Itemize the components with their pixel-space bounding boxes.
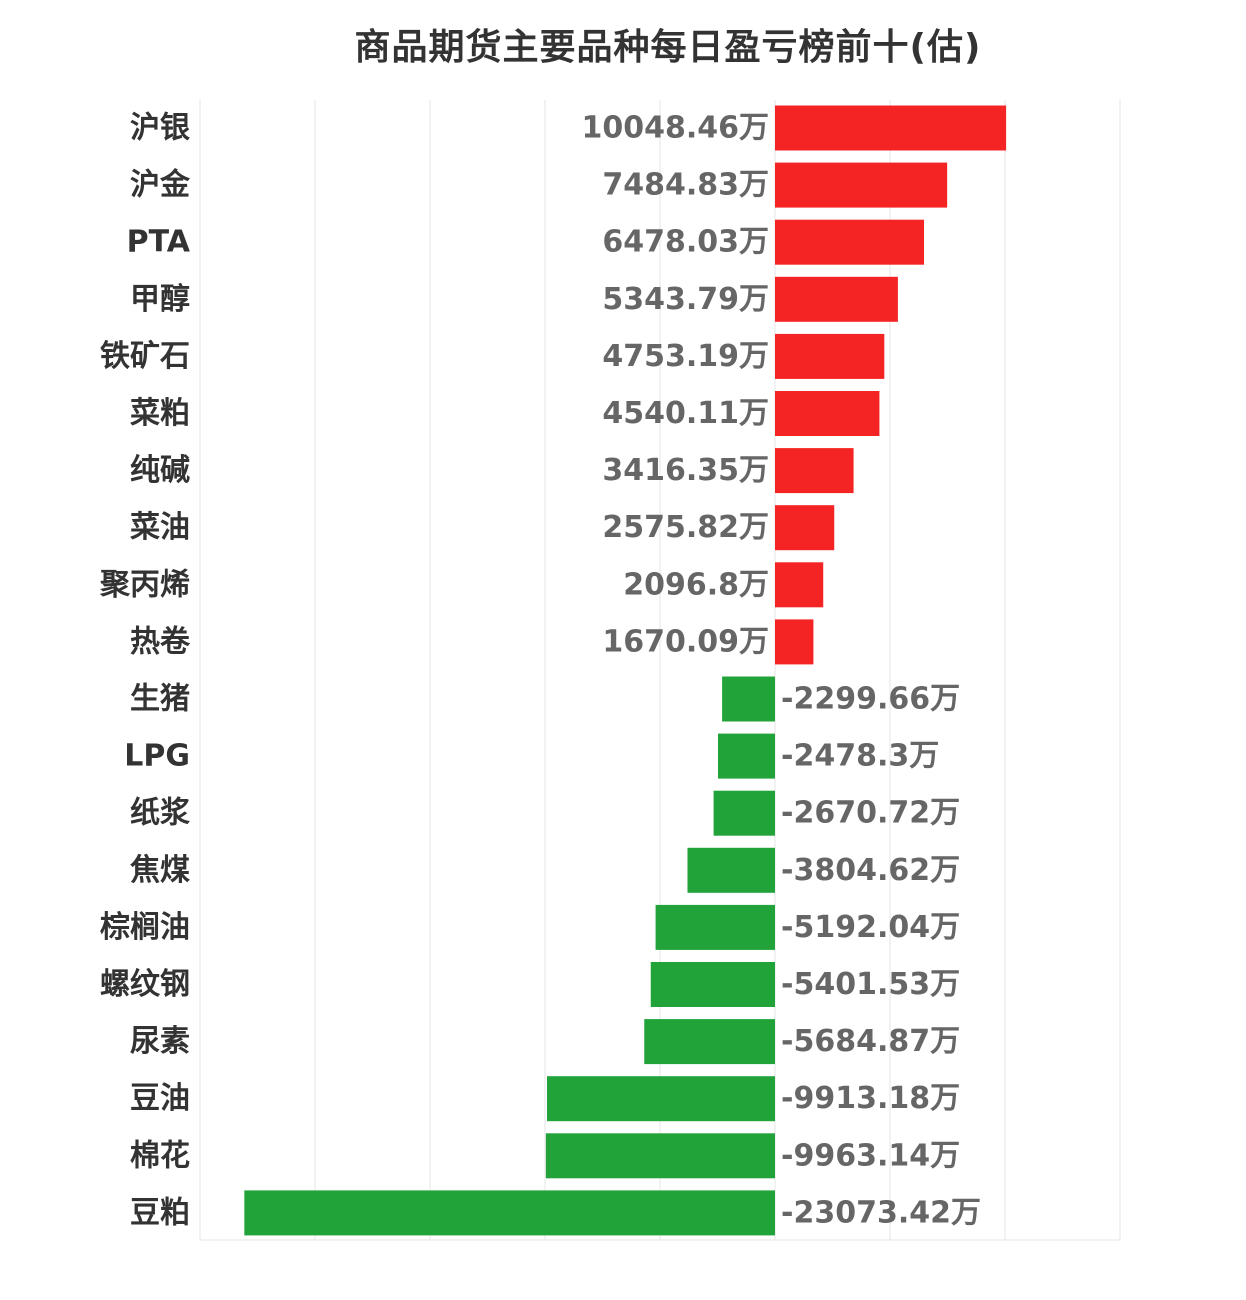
- value-label: -2670.72万: [781, 796, 960, 831]
- category-label: 纯碱: [130, 453, 190, 488]
- category-label: 焦煤: [130, 853, 190, 888]
- value-label: 6478.03万: [602, 225, 769, 260]
- bar-loss: [546, 1076, 775, 1122]
- bar-loss: [717, 733, 775, 779]
- category-label: 豆油: [130, 1081, 190, 1116]
- bar-profit: [775, 562, 824, 608]
- value-label: 7484.83万: [602, 168, 769, 203]
- value-label: -2299.66万: [781, 682, 960, 717]
- category-label: 棕榈油: [100, 910, 190, 945]
- value-label: 4540.11万: [602, 396, 769, 431]
- category-label: 生猪: [130, 682, 190, 717]
- category-label: LPG: [124, 739, 190, 774]
- bar-profit: [775, 619, 814, 665]
- value-label: 2575.82万: [602, 510, 769, 545]
- category-label: 热卷: [130, 624, 191, 659]
- value-label: -5192.04万: [781, 910, 960, 945]
- value-labels: 10048.46万 7484.83万 6478.03万 5343.79万 4753.19…: [581, 111, 980, 1231]
- value-label: 1670.09万: [602, 624, 769, 659]
- category-label: PTA: [127, 225, 191, 260]
- bar-profit: [775, 276, 898, 322]
- value-label: 5343.79万: [602, 282, 769, 317]
- bar-loss: [650, 962, 775, 1007]
- category-label: 沪金: [130, 168, 191, 203]
- bar-loss: [545, 1133, 775, 1179]
- category-label: 沪银: [130, 111, 190, 146]
- value-label: 3416.35万: [602, 453, 769, 488]
- category-label: 菜油: [130, 510, 190, 545]
- bar-profit: [775, 105, 1007, 151]
- grid-lines: [199, 100, 1121, 1241]
- bar-loss: [713, 790, 775, 836]
- category-label: 甲醇: [130, 282, 190, 317]
- bar-profit: [775, 505, 835, 551]
- value-label: 4753.19万: [602, 339, 769, 374]
- bar-profit: [775, 391, 880, 436]
- value-label: 10048.46万: [581, 111, 769, 146]
- value-label: -3804.62万: [781, 853, 960, 888]
- category-label: 铁矿石: [100, 339, 190, 374]
- bars: [244, 105, 1007, 1236]
- category-label: 螺纹钢: [100, 967, 190, 1002]
- value-label: -5684.87万: [781, 1024, 960, 1059]
- bar-loss: [722, 676, 775, 722]
- value-label: -9963.14万: [781, 1138, 960, 1173]
- bar-loss: [244, 1190, 775, 1236]
- category-label: 菜粕: [130, 396, 190, 431]
- value-label: -23073.42万: [781, 1195, 981, 1230]
- value-label: 2096.8万: [623, 567, 769, 602]
- bar-profit: [775, 448, 854, 494]
- bar-profit: [775, 333, 885, 379]
- category-label: 棉花: [130, 1138, 190, 1173]
- bar-profit: [775, 162, 948, 208]
- category-label: 豆粕: [130, 1195, 190, 1230]
- category-label: 聚丙烯: [99, 567, 190, 602]
- chart-title: 商品期货主要品种每日盈亏榜前十(估): [354, 27, 982, 68]
- category-label: 纸浆: [130, 796, 190, 831]
- value-label: -2478.3万: [781, 739, 939, 774]
- value-label: -9913.18万: [781, 1081, 960, 1116]
- bar-loss: [655, 904, 775, 950]
- category-label: 尿素: [130, 1024, 190, 1059]
- bar-loss: [644, 1019, 775, 1065]
- bar-profit: [775, 219, 924, 265]
- value-label: -5401.53万: [781, 967, 960, 1002]
- bar-loss: [687, 847, 775, 893]
